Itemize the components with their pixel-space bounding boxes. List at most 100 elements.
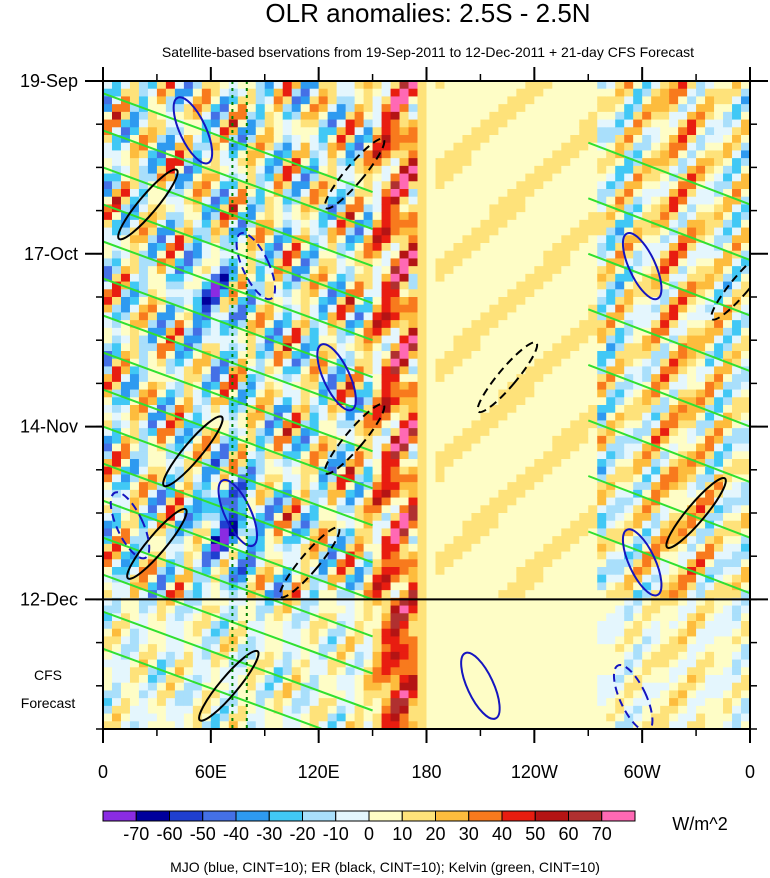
- heatmap-cell: [552, 173, 562, 182]
- heatmap-cell: [336, 165, 347, 175]
- heatmap-cell: [453, 227, 464, 236]
- heatmap-cell: [237, 590, 248, 599]
- heatmap-cell: [300, 235, 311, 244]
- heatmap-cell: [156, 559, 167, 568]
- heatmap-cell: [597, 466, 607, 476]
- heatmap-cell: [219, 127, 230, 136]
- heatmap-cell: [462, 304, 473, 314]
- heatmap-cell: [408, 389, 419, 398]
- heatmap-cell: [507, 528, 517, 537]
- heatmap-cell: [183, 266, 194, 275]
- heatmap-cell: [543, 351, 553, 360]
- heatmap-cell: [300, 304, 311, 314]
- heatmap-cell: [417, 243, 428, 252]
- heatmap-cell: [390, 351, 401, 360]
- heatmap-cell: [363, 327, 374, 337]
- heatmap-cell: [597, 189, 607, 198]
- heatmap-cell: [633, 189, 643, 198]
- heatmap-cell: [615, 636, 625, 645]
- heatmap-cell: [165, 142, 176, 152]
- heatmap-cell: [390, 320, 401, 329]
- heatmap-cell: [525, 397, 535, 406]
- heatmap-cell: [615, 574, 625, 584]
- heatmap-cell: [543, 250, 553, 260]
- heatmap-cell: [255, 273, 266, 283]
- heatmap-cell: [570, 343, 580, 352]
- heatmap-cell: [354, 459, 365, 468]
- heatmap-cell: [156, 597, 167, 607]
- heatmap-cell: [444, 320, 455, 329]
- heatmap-cell: [435, 466, 446, 476]
- heatmap-cell: [165, 713, 176, 722]
- heatmap-cell: [129, 698, 140, 707]
- heatmap-cell: [201, 196, 212, 206]
- heatmap-cell: [147, 227, 158, 236]
- heatmap-cell: [246, 721, 257, 729]
- heatmap-cell: [597, 227, 607, 236]
- heatmap-cell: [570, 150, 580, 159]
- heatmap-cell: [309, 659, 320, 668]
- heatmap-cell: [543, 505, 553, 514]
- heatmap-cell: [111, 567, 122, 576]
- heatmap-cell: [174, 297, 185, 306]
- heatmap-cell: [318, 320, 329, 329]
- heatmap-cell: [183, 374, 194, 383]
- heatmap-cell: [264, 698, 275, 707]
- heatmap-cell: [525, 165, 535, 175]
- heatmap-cell: [435, 258, 446, 267]
- heatmap-cell: [318, 351, 329, 360]
- heatmap-cell: [228, 142, 239, 152]
- heatmap-cell: [570, 320, 580, 329]
- heatmap-cell: [156, 397, 167, 406]
- heatmap-cell: [597, 397, 607, 406]
- heatmap-cell: [111, 119, 122, 128]
- heatmap-cell: [426, 196, 437, 206]
- heatmap-cell: [300, 173, 311, 182]
- heatmap-cell: [255, 412, 266, 422]
- heatmap-cell: [174, 466, 185, 476]
- heatmap-cell: [192, 590, 203, 599]
- heatmap-cell: [480, 158, 491, 167]
- heatmap-cell: [399, 181, 410, 190]
- heatmap-cell: [453, 111, 464, 121]
- heatmap-cell: [453, 705, 464, 715]
- heatmap-cell: [579, 405, 589, 414]
- heatmap-cell: [534, 196, 544, 206]
- heatmap-cell: [381, 489, 392, 499]
- heatmap-cell: [489, 505, 499, 514]
- heatmap-cell: [120, 574, 131, 584]
- heatmap-cell: [129, 505, 140, 514]
- heatmap-cell: [462, 289, 473, 298]
- heatmap-cell: [561, 235, 571, 244]
- heatmap-cell: [516, 482, 526, 491]
- heatmap-cell: [147, 559, 158, 568]
- heatmap-cell: [156, 420, 167, 429]
- heatmap-cell: [201, 250, 212, 260]
- heatmap-cell: [309, 420, 320, 429]
- heatmap-cell: [561, 713, 571, 722]
- heatmap-cell: [570, 435, 580, 445]
- heatmap-cell: [300, 250, 311, 260]
- heatmap-cell: [399, 513, 410, 522]
- heatmap-cell: [381, 675, 392, 684]
- heatmap-cell: [237, 235, 248, 244]
- heatmap-cell: [165, 96, 176, 105]
- heatmap-cell: [435, 297, 446, 306]
- heatmap-cell: [408, 582, 419, 591]
- heatmap-cell: [336, 366, 347, 375]
- heatmap-cell: [570, 227, 580, 236]
- heatmap-cell: [480, 428, 491, 437]
- heatmap-cell: [552, 81, 562, 90]
- heatmap-cell: [480, 381, 491, 391]
- heatmap-cell: [624, 505, 634, 514]
- heatmap-cell: [588, 227, 598, 236]
- heatmap-cell: [498, 505, 508, 514]
- heatmap-cell: [507, 520, 517, 530]
- heatmap-cell: [363, 590, 374, 599]
- heatmap-cell: [417, 659, 428, 668]
- heatmap-cell: [534, 343, 544, 352]
- heatmap-cell: [381, 111, 392, 121]
- heatmap-cell: [480, 273, 491, 283]
- heatmap-cell: [336, 335, 347, 344]
- heatmap-cell: [327, 621, 338, 630]
